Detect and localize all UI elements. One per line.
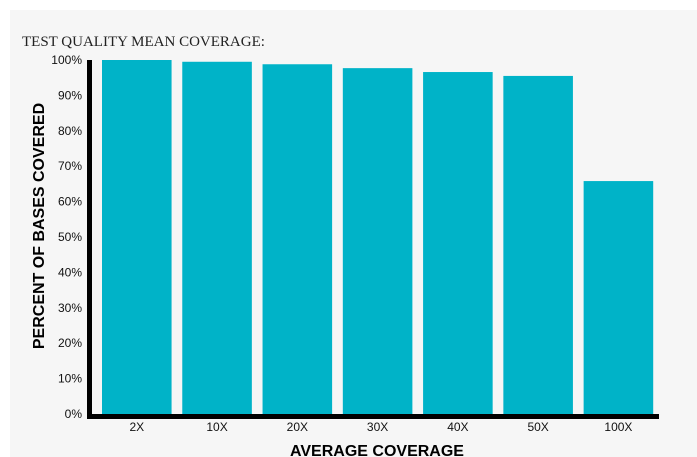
bars-group	[102, 60, 654, 415]
bar-50x	[503, 75, 573, 415]
y-tick-label: 100%	[51, 53, 82, 67]
x-tick-label: 10X	[206, 420, 227, 434]
y-tick-label: 0%	[65, 407, 83, 421]
chart-title: TEST QUALITY MEAN COVERAGE:	[22, 34, 265, 50]
y-tick-labels: 0% 10% 20% 30% 40% 50% 60% 70% 80% 90% 100%	[51, 53, 82, 421]
y-tick-label: 20%	[58, 336, 82, 350]
x-tick-label: 2X	[129, 420, 144, 434]
y-tick-label: 50%	[58, 230, 82, 244]
x-axis-line	[87, 414, 659, 419]
y-tick-label: 10%	[58, 372, 82, 386]
x-tick-label: 100X	[604, 420, 632, 434]
y-tick-label: 70%	[58, 159, 82, 173]
bar-10x	[182, 61, 252, 415]
x-tick-label: 30X	[367, 420, 388, 434]
y-tick-label: 30%	[58, 301, 82, 315]
x-tick-label: 40X	[447, 420, 468, 434]
y-tick-label: 40%	[58, 265, 82, 279]
bar-40x	[423, 72, 493, 414]
y-tick-label: 80%	[58, 124, 82, 138]
x-axis-title: AVERAGE COVERAGE	[290, 443, 464, 457]
bar-20x	[262, 64, 333, 415]
bar-2x	[102, 60, 172, 414]
bar-100x	[583, 181, 654, 414]
bar-30x	[342, 68, 413, 414]
y-tick-label: 90%	[58, 88, 82, 102]
y-axis-title: PERCENT OF BASES COVERED	[31, 103, 48, 349]
x-tick-labels: 2X 10X 20X 30X 40X 50X 100X	[129, 420, 632, 434]
x-tick-label: 20X	[287, 420, 308, 434]
x-tick-label: 50X	[527, 420, 548, 434]
y-axis-line	[87, 60, 92, 418]
y-tick-label: 60%	[58, 195, 82, 209]
